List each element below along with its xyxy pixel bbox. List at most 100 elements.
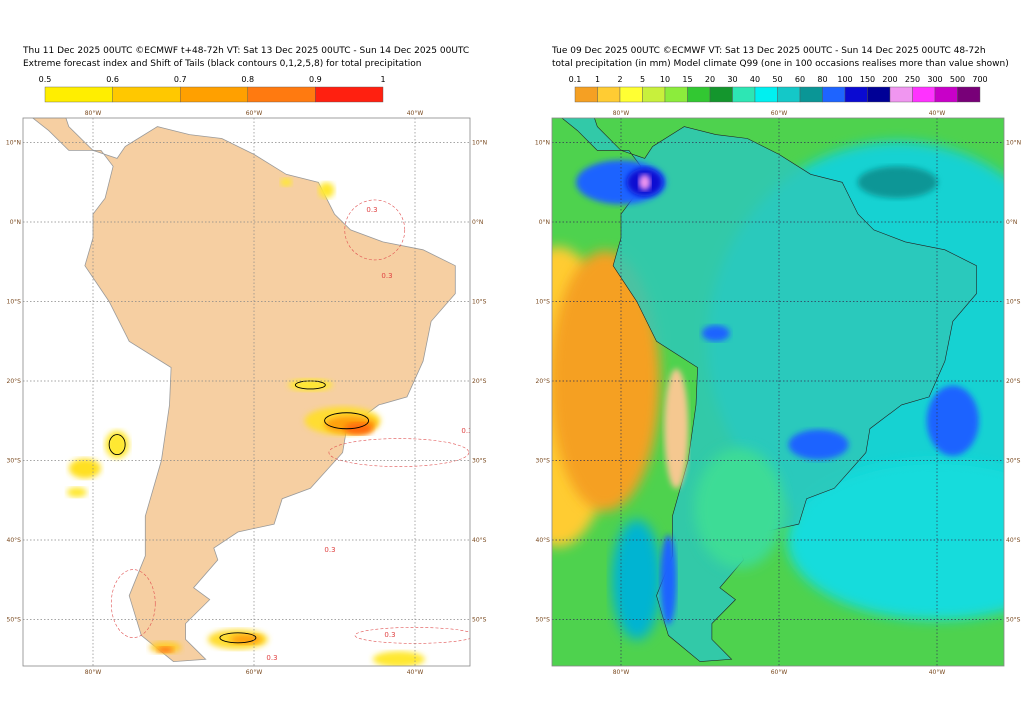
colorbar-label: 500 bbox=[950, 75, 965, 84]
lat-label: 30°S bbox=[7, 458, 22, 465]
lat-label: 40°S bbox=[536, 537, 551, 544]
precip-area bbox=[701, 325, 730, 342]
precip-area bbox=[788, 429, 849, 460]
colorbar-label: 40 bbox=[750, 75, 760, 84]
anomaly-area bbox=[66, 487, 87, 498]
efi-contour bbox=[110, 569, 156, 638]
anomaly-area bbox=[318, 182, 335, 199]
lat-label: 0°N bbox=[539, 219, 550, 226]
land bbox=[561, 118, 977, 662]
lat-label: 20°S bbox=[536, 378, 551, 385]
efi-contour bbox=[344, 199, 406, 261]
colorbar-segment bbox=[799, 86, 823, 103]
colorbar-segment bbox=[687, 86, 711, 103]
colorbar-label: 20 bbox=[705, 75, 715, 84]
colorbar-label: 0.9 bbox=[309, 75, 322, 84]
lon-label: 80°W bbox=[85, 110, 102, 117]
lat-label: 30°S bbox=[1006, 458, 1021, 465]
colorbar-label: 5 bbox=[640, 75, 645, 84]
right-map bbox=[552, 118, 1004, 666]
lon-label: 80°W bbox=[613, 669, 630, 676]
colorbar-label: 80 bbox=[817, 75, 827, 84]
colorbar-segment bbox=[315, 86, 384, 103]
contour-label: 0.3 bbox=[381, 272, 392, 280]
land bbox=[32, 118, 456, 663]
contour-label: 0.3 bbox=[366, 206, 377, 214]
lat-label: 10°S bbox=[1006, 299, 1021, 306]
colorbar-label: 60 bbox=[795, 75, 805, 84]
colorbar-segment bbox=[912, 86, 936, 103]
lat-label: 50°S bbox=[472, 617, 487, 624]
lon-label: 40°W bbox=[407, 110, 424, 117]
colorbar-segment bbox=[642, 86, 666, 103]
right-title: Tue 09 Dec 2025 00UTC ©ECMWF VT: Sat 13 … bbox=[551, 46, 986, 56]
colorbar-label: 15 bbox=[682, 75, 692, 84]
colorbar-segment bbox=[754, 86, 778, 103]
colorbar-label: 1 bbox=[380, 75, 385, 84]
lat-label: 20°S bbox=[7, 378, 22, 385]
colorbar-label: 100 bbox=[837, 75, 852, 84]
lat-label: 50°S bbox=[536, 617, 551, 624]
sot-contour bbox=[108, 434, 126, 456]
field bbox=[694, 448, 785, 569]
colorbar-segment bbox=[844, 86, 868, 103]
left-subtitle: Extreme forecast index and Shift of Tail… bbox=[23, 59, 421, 69]
lat-label: 10°N bbox=[535, 140, 550, 147]
colorbar-label: 0.6 bbox=[106, 75, 119, 84]
lat-label: 10°S bbox=[7, 299, 22, 306]
colorbar-segment bbox=[934, 86, 958, 103]
colorbar-segment bbox=[247, 86, 316, 103]
lat-label: 10°N bbox=[6, 140, 21, 147]
right-subtitle: total precipitation (in mm) Model climat… bbox=[552, 59, 1009, 69]
lat-label: 20°S bbox=[1006, 378, 1021, 385]
colorbar-segment bbox=[44, 86, 113, 103]
colorbar-label: 300 bbox=[927, 75, 942, 84]
colorbar-label: 700 bbox=[972, 75, 987, 84]
colorbar-segment bbox=[112, 86, 181, 103]
lat-label: 40°S bbox=[7, 537, 22, 544]
lon-label: 40°W bbox=[929, 110, 946, 117]
contour-label: 0.3 bbox=[461, 427, 472, 435]
efi-contour bbox=[328, 438, 470, 467]
precip-area bbox=[638, 174, 651, 191]
lat-label: 0°N bbox=[1006, 219, 1017, 226]
colorbar-segment bbox=[957, 86, 981, 103]
lat-label: 10°S bbox=[472, 299, 487, 306]
colorbar-segment bbox=[574, 86, 598, 103]
left-title: Thu 11 Dec 2025 00UTC ©ECMWF t+48-72h VT… bbox=[22, 46, 469, 56]
colorbar-label: 250 bbox=[905, 75, 920, 84]
lat-label: 10°N bbox=[1006, 140, 1021, 147]
lat-label: 40°S bbox=[1006, 537, 1021, 544]
lon-label: 60°W bbox=[246, 669, 263, 676]
contour-label: 0.3 bbox=[266, 654, 277, 662]
colorbar-label: 200 bbox=[882, 75, 897, 84]
lat-label: 10°N bbox=[472, 140, 487, 147]
precip-area bbox=[857, 166, 938, 199]
colorbar-label: 0.8 bbox=[241, 75, 254, 84]
lat-label: 0°N bbox=[472, 219, 483, 226]
colorbar-label: 50 bbox=[772, 75, 782, 84]
colorbar-label: 1 bbox=[595, 75, 600, 84]
anomaly-area bbox=[280, 178, 293, 187]
lon-label: 40°W bbox=[407, 669, 424, 676]
left-map: 0.3 0.3 0.3 0.3 0.3 0.3 bbox=[23, 118, 472, 666]
lat-label: 20°S bbox=[472, 378, 487, 385]
sot-contour bbox=[324, 412, 370, 430]
left-frame bbox=[22, 117, 471, 667]
contour-label: 0.3 bbox=[324, 546, 335, 554]
lat-label: 30°S bbox=[472, 458, 487, 465]
right-frame bbox=[551, 117, 1005, 667]
field bbox=[552, 251, 661, 511]
field bbox=[611, 519, 662, 640]
lon-label: 80°W bbox=[613, 110, 630, 117]
desert bbox=[664, 368, 689, 489]
colorbar-segment bbox=[619, 86, 643, 103]
anomaly-area bbox=[344, 422, 373, 435]
colorbar-segment bbox=[867, 86, 891, 103]
lat-label: 50°S bbox=[7, 617, 22, 624]
anomaly-area bbox=[68, 458, 101, 479]
lat-label: 30°S bbox=[536, 458, 551, 465]
colorbar-segment bbox=[179, 86, 248, 103]
lat-label: 10°S bbox=[536, 299, 551, 306]
